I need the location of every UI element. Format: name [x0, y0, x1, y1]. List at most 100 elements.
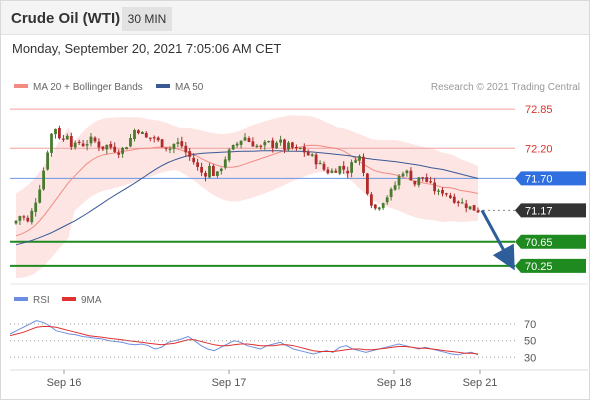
candle-body — [22, 216, 26, 218]
candle-body — [152, 137, 156, 139]
level-label-box: 71.17 — [515, 203, 586, 218]
candle-body — [377, 207, 381, 210]
x-tick-label: Sep 18 — [377, 377, 412, 389]
ma50-legend-label: MA 50 — [175, 82, 204, 93]
candle-body — [401, 173, 405, 177]
candle-body — [239, 140, 243, 145]
candle-body — [144, 133, 148, 138]
rsi-ma-legend-swatch — [62, 297, 76, 301]
candle-body — [255, 145, 259, 148]
level-label-box: 70.65 — [515, 234, 586, 249]
candle-body — [26, 217, 30, 222]
candle-body — [184, 145, 188, 153]
candle-body — [330, 170, 334, 173]
candle-body — [227, 149, 231, 161]
candle-body — [318, 162, 322, 165]
candle-body — [129, 138, 132, 147]
candle-body — [156, 137, 160, 141]
candle-body — [117, 152, 121, 155]
candle-body — [121, 148, 124, 154]
candle-body — [192, 157, 196, 163]
candle-body — [93, 137, 97, 142]
candle-body — [421, 177, 425, 179]
candle-body — [77, 141, 81, 143]
main-legend: MA 20 + Bollinger Bands MA 50 Research ©… — [14, 82, 580, 93]
candle-body — [373, 204, 377, 209]
ma20-line — [15, 144, 479, 237]
candle-body — [223, 159, 227, 168]
candle-body — [176, 142, 180, 144]
candle-body — [389, 189, 393, 197]
candle-body — [425, 177, 429, 182]
candle-body — [370, 194, 373, 206]
candle-body — [279, 139, 282, 143]
candle-body — [101, 146, 105, 150]
candle-body — [219, 168, 223, 172]
candle-body — [251, 141, 255, 147]
candle-body — [405, 170, 409, 174]
ma50-legend-swatch — [156, 84, 170, 88]
candle-body — [283, 139, 286, 150]
ma20-legend-swatch — [14, 84, 28, 88]
candle-body — [409, 170, 413, 181]
candle-body — [172, 143, 176, 149]
candle-body — [417, 177, 421, 185]
candle-body — [137, 130, 140, 134]
candle-body — [168, 148, 172, 150]
candle-body — [141, 132, 144, 134]
bollinger-band-layer — [16, 115, 478, 278]
candle-body — [164, 147, 168, 149]
candle-body — [73, 142, 77, 148]
candle-body — [437, 190, 440, 192]
candle-body — [310, 154, 314, 156]
rsi-tick-label: 30 — [524, 352, 536, 364]
candle-body — [291, 142, 294, 148]
candle-body — [445, 193, 448, 195]
candle-body — [81, 143, 85, 147]
levels-layer — [10, 108, 515, 267]
rsi-ma-line — [9, 326, 479, 355]
candle-body — [433, 182, 436, 192]
candle-body — [441, 189, 444, 194]
candle-body — [160, 139, 164, 148]
candle-body — [366, 173, 369, 194]
candle-body — [267, 141, 271, 143]
rsi-line — [9, 320, 479, 356]
timestamp-label: Monday, September 20, 2021 7:05:06 AM CE… — [12, 41, 282, 56]
candle-body — [180, 141, 184, 147]
candle-body — [109, 144, 113, 148]
timeframe-button[interactable]: 30 MIN — [122, 7, 172, 31]
candle-body — [42, 170, 45, 190]
rsi-legend: RSI 9MA — [14, 295, 102, 306]
level-label-box: 70.25 — [515, 258, 586, 273]
candle-body — [18, 216, 22, 221]
candle-body — [338, 166, 342, 174]
rsi-axis: 70 50 30 — [10, 319, 536, 364]
candle-body — [350, 162, 353, 173]
candle-body — [460, 202, 464, 204]
candle-body — [385, 197, 389, 203]
candle-body — [275, 142, 278, 149]
header-bar: Crude Oil (WTI) 30 MIN — [1, 1, 589, 35]
candle-body — [50, 133, 53, 153]
level-label: 71.17 — [525, 205, 553, 217]
ma50-line — [15, 150, 479, 246]
candle-body — [208, 165, 211, 178]
candle-body — [216, 171, 219, 176]
candle-body — [97, 141, 101, 148]
candle-body — [334, 170, 338, 173]
candle-body — [381, 203, 385, 208]
ma20-legend-label: MA 20 + Bollinger Bands — [33, 82, 143, 93]
candle-body — [113, 146, 117, 152]
level-label-box: 71.70 — [515, 171, 586, 186]
candle-body — [188, 151, 192, 157]
candle-body — [354, 160, 357, 163]
candle-body — [69, 136, 73, 147]
candle-body — [34, 202, 38, 212]
candle-body — [322, 163, 326, 170]
level-label: 72.85 — [525, 104, 553, 116]
candle-body — [452, 196, 456, 203]
arrow-layer — [480, 209, 515, 271]
level-labels-layer: 72.85 72.20 71.70 71.17 70.65 70.25 — [515, 104, 586, 273]
level-label: 72.20 — [525, 143, 553, 155]
